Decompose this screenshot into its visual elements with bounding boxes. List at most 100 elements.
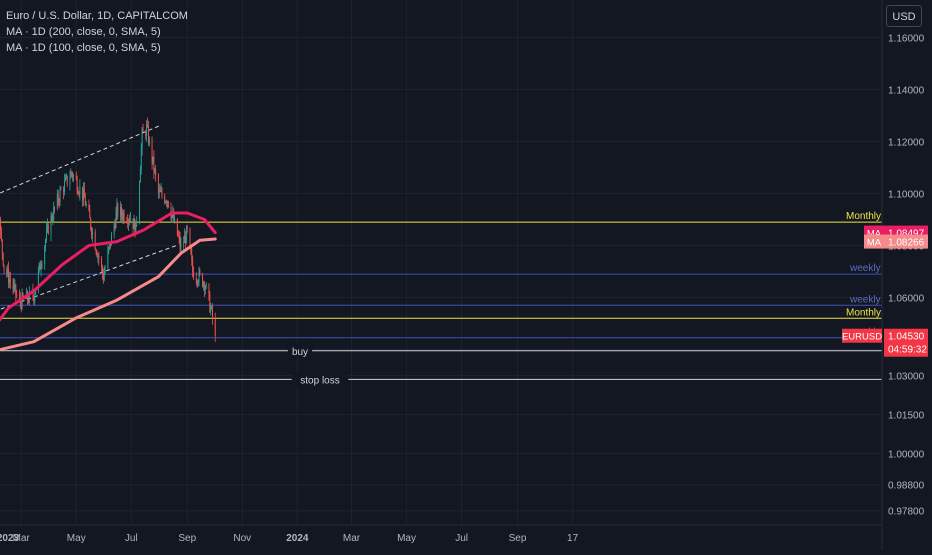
candle-body	[40, 266, 42, 270]
candle-body	[183, 243, 185, 245]
candle-body	[9, 279, 10, 283]
candle-body	[69, 178, 71, 185]
candle-body	[117, 204, 119, 217]
weekly-level-label: weekly	[849, 294, 881, 305]
indicator-ma200[interactable]: MA · 1D (200, close, 0, SMA, 5)	[6, 26, 161, 38]
candle-body	[89, 210, 91, 219]
candle-body	[3, 265, 5, 270]
candle-body	[113, 224, 115, 235]
x-tick-label: Jul	[455, 533, 468, 544]
price-labels: MA 1.08497 MA 1.08266 EURUSD 1.04530 04:59:32	[842, 225, 928, 357]
candle-body	[16, 295, 18, 297]
candle-body	[148, 138, 150, 144]
candle-body	[52, 219, 54, 221]
candle-body	[173, 213, 175, 222]
candle-body	[203, 282, 204, 287]
candle-body	[63, 189, 65, 192]
x-tick-label: 2024	[286, 533, 309, 544]
candle-body	[21, 293, 23, 309]
candle-body	[205, 283, 207, 289]
candle-body	[120, 206, 122, 215]
candle-body	[64, 180, 65, 192]
candle-body	[160, 190, 162, 192]
candle-body	[96, 252, 98, 257]
candle-body	[203, 282, 205, 290]
candle-body	[193, 271, 195, 279]
candle-body	[191, 253, 193, 260]
currency-button[interactable]: USD	[886, 5, 922, 27]
candle-body	[65, 175, 67, 178]
candle-body	[70, 172, 72, 179]
candle-body	[159, 190, 161, 192]
x-tick-label: 17	[567, 533, 579, 544]
candle-body	[116, 204, 118, 213]
candle-body	[132, 218, 134, 230]
candle-body	[33, 296, 35, 302]
grid	[0, 0, 882, 525]
candle-body	[101, 266, 103, 274]
last-price-text: 1.04530	[888, 332, 925, 343]
indicator-ma100[interactable]: MA · 1D (100, close, 0, SMA, 5)	[6, 42, 161, 54]
candle-body	[126, 220, 128, 222]
candle-body	[90, 218, 92, 229]
candle-body	[28, 290, 30, 302]
ma100-price-box	[884, 234, 928, 249]
candle-body	[37, 270, 39, 290]
y-tick-label: 1.16000	[888, 34, 925, 45]
candle-body	[41, 264, 43, 267]
x-tick-label: Sep	[178, 533, 196, 544]
candle-body	[115, 212, 117, 228]
symbol-title[interactable]: Euro / U.S. Dollar, 1D, CAPITALCOM	[6, 10, 188, 22]
monthly-level-label: Monthly	[846, 211, 881, 222]
candle-body	[56, 194, 58, 208]
trend-channel[interactable]	[0, 125, 177, 321]
candle-body	[199, 270, 201, 274]
candle-body	[39, 263, 41, 270]
y-tick-label: 1.10000	[888, 190, 925, 201]
y-tick-label: 0.98800	[888, 481, 925, 492]
candle-body	[20, 303, 22, 309]
candle-body	[185, 227, 187, 244]
candle-body	[82, 186, 84, 201]
weekly-level-label: weekly	[849, 263, 881, 274]
candle-body	[47, 224, 49, 234]
buy-label: buy	[292, 347, 308, 358]
candle-body	[60, 189, 62, 191]
candle-body	[197, 282, 199, 284]
candle-body	[71, 172, 73, 174]
y-tick-label: 1.14000	[888, 86, 925, 97]
y-tick-label: 0.97800	[888, 507, 925, 518]
ma100-tag-text: MA	[867, 238, 882, 249]
candle-body	[7, 268, 9, 274]
ma100-price-text: 1.08266	[888, 238, 925, 249]
legend: Euro / U.S. Dollar, 1D, CAPITALCOM MA · …	[6, 8, 188, 56]
candle-body	[38, 263, 40, 271]
candle-body	[178, 236, 180, 238]
candle-body	[12, 281, 14, 290]
candle-body	[44, 246, 46, 265]
candle-body	[32, 290, 34, 297]
candle-body	[139, 169, 141, 183]
candle-body	[95, 249, 97, 253]
candle-body	[78, 193, 80, 195]
candle-body	[210, 307, 212, 313]
candle-body	[212, 306, 213, 319]
candle-body	[155, 169, 157, 176]
ma100-line	[0, 237, 217, 352]
candle-body	[166, 201, 168, 204]
candle-body	[25, 297, 27, 299]
candle-body	[146, 124, 148, 136]
monthly-level-label: Monthly	[846, 307, 881, 318]
candle-body	[22, 293, 24, 298]
candle-body	[50, 216, 52, 234]
countdown-text: 04:59:32	[888, 345, 927, 356]
stop-loss-label-bg	[291, 372, 349, 387]
candle-body	[13, 285, 15, 290]
candle-body	[128, 220, 130, 224]
candle-body	[109, 242, 111, 248]
candle-body	[147, 124, 149, 127]
candle-body	[15, 284, 17, 296]
